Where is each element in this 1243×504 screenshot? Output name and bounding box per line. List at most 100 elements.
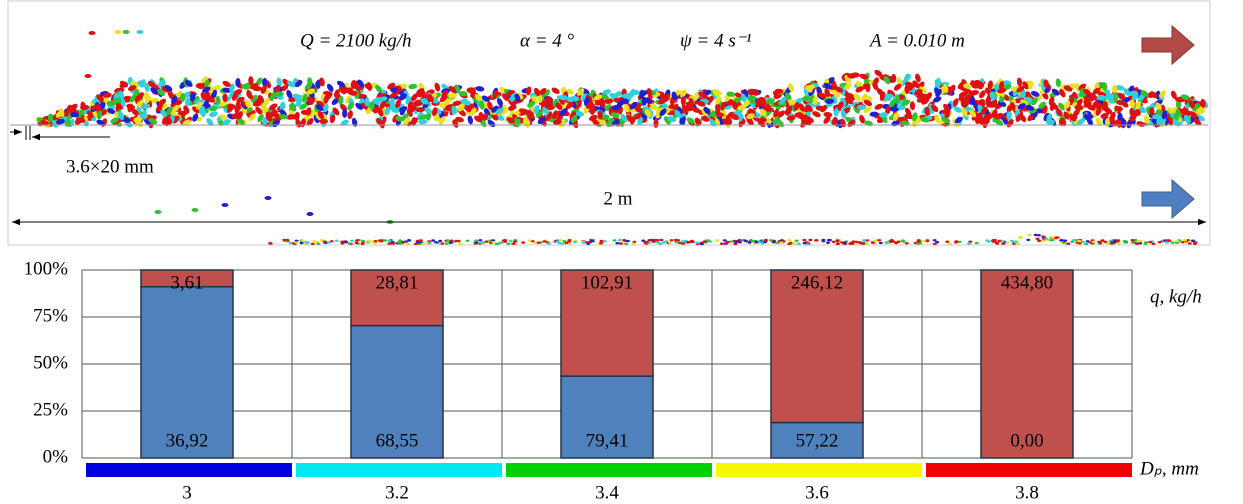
- particle: [364, 83, 373, 90]
- particle: [1140, 90, 1149, 97]
- particle: [527, 101, 536, 108]
- particle: [872, 81, 879, 91]
- particle: [222, 80, 231, 87]
- particle: [139, 80, 148, 88]
- fine-flow-arrow: [1141, 178, 1195, 220]
- particle: [407, 239, 411, 242]
- particle: [260, 85, 267, 94]
- particle: [332, 107, 340, 116]
- particle: [787, 239, 792, 242]
- particle: [208, 106, 218, 112]
- particle: [779, 241, 784, 244]
- particle: [416, 241, 421, 244]
- particle: [559, 108, 568, 116]
- particle: [463, 105, 472, 113]
- particle: [981, 117, 990, 124]
- particle: [871, 241, 876, 244]
- particle: [794, 239, 799, 242]
- particle: [350, 79, 356, 89]
- size-color-swatch: [506, 463, 712, 477]
- particle: [178, 110, 187, 116]
- particle: [1102, 82, 1108, 92]
- particle: [440, 242, 445, 245]
- particle: [338, 95, 344, 105]
- particle: [533, 105, 540, 114]
- particle: [323, 95, 330, 104]
- particle: [771, 240, 776, 243]
- annotation: 2 m: [603, 188, 632, 209]
- particle: [1189, 111, 1198, 119]
- particle: [467, 115, 474, 125]
- particle: [1059, 239, 1064, 242]
- data-label: 79,41: [586, 430, 629, 451]
- particle: [282, 238, 287, 242]
- particle: [1049, 239, 1054, 242]
- particle: [342, 108, 348, 118]
- particle: [879, 112, 889, 118]
- particle: [968, 240, 973, 243]
- particle: [268, 242, 273, 245]
- particle: [952, 98, 959, 107]
- particle: [107, 108, 116, 115]
- particle: [395, 99, 402, 109]
- particle: [192, 113, 199, 122]
- particle: [681, 242, 686, 245]
- particle: [1155, 102, 1162, 111]
- x-tick-label: 3.2: [385, 482, 409, 503]
- particle: [995, 242, 1000, 245]
- particle: [1135, 242, 1140, 245]
- particle: [383, 239, 388, 242]
- particle: [763, 240, 768, 244]
- particle: [801, 95, 811, 102]
- x-tick-label: 3.4: [595, 482, 619, 503]
- particle: [788, 83, 794, 92]
- particle: [766, 98, 775, 105]
- particle: [347, 102, 355, 111]
- particle: [492, 90, 499, 99]
- particle: [941, 117, 951, 124]
- particle: [148, 118, 158, 125]
- particle: [814, 239, 819, 242]
- particle: [750, 239, 755, 243]
- x-tick-label: 3.8: [1015, 482, 1039, 503]
- particle: [431, 107, 438, 116]
- particle: [354, 241, 359, 244]
- particle: [768, 239, 773, 242]
- particle: [885, 241, 889, 245]
- particle: [403, 117, 411, 125]
- particle: [599, 239, 604, 243]
- data-label: 0,00: [1010, 430, 1043, 451]
- particle: [418, 119, 428, 125]
- particle: [478, 239, 483, 242]
- particle: [421, 242, 426, 245]
- particle: [119, 80, 129, 88]
- particle: [191, 208, 199, 212]
- particle: [1075, 98, 1083, 107]
- particle: [957, 240, 962, 244]
- particle: [575, 111, 584, 117]
- particle: [279, 85, 289, 92]
- particle: [1115, 85, 1125, 91]
- particle: [241, 84, 250, 90]
- particle: [726, 91, 736, 97]
- particle: [1000, 240, 1005, 243]
- particle: [835, 239, 840, 242]
- particle: [1016, 242, 1021, 245]
- particle: [536, 241, 541, 244]
- particle: [668, 104, 678, 110]
- particle: [1088, 241, 1093, 244]
- particle: [389, 92, 398, 99]
- particle: [133, 116, 143, 123]
- particle: [236, 96, 245, 103]
- particle: [438, 116, 446, 125]
- particle: [479, 241, 484, 245]
- particle: [449, 239, 454, 242]
- particle: [565, 101, 574, 110]
- particle: [722, 239, 727, 242]
- particle: [680, 240, 685, 243]
- particle: [715, 239, 720, 242]
- particle: [787, 99, 797, 105]
- particle: [1066, 242, 1071, 245]
- particle: [724, 242, 729, 245]
- particle: [953, 106, 962, 113]
